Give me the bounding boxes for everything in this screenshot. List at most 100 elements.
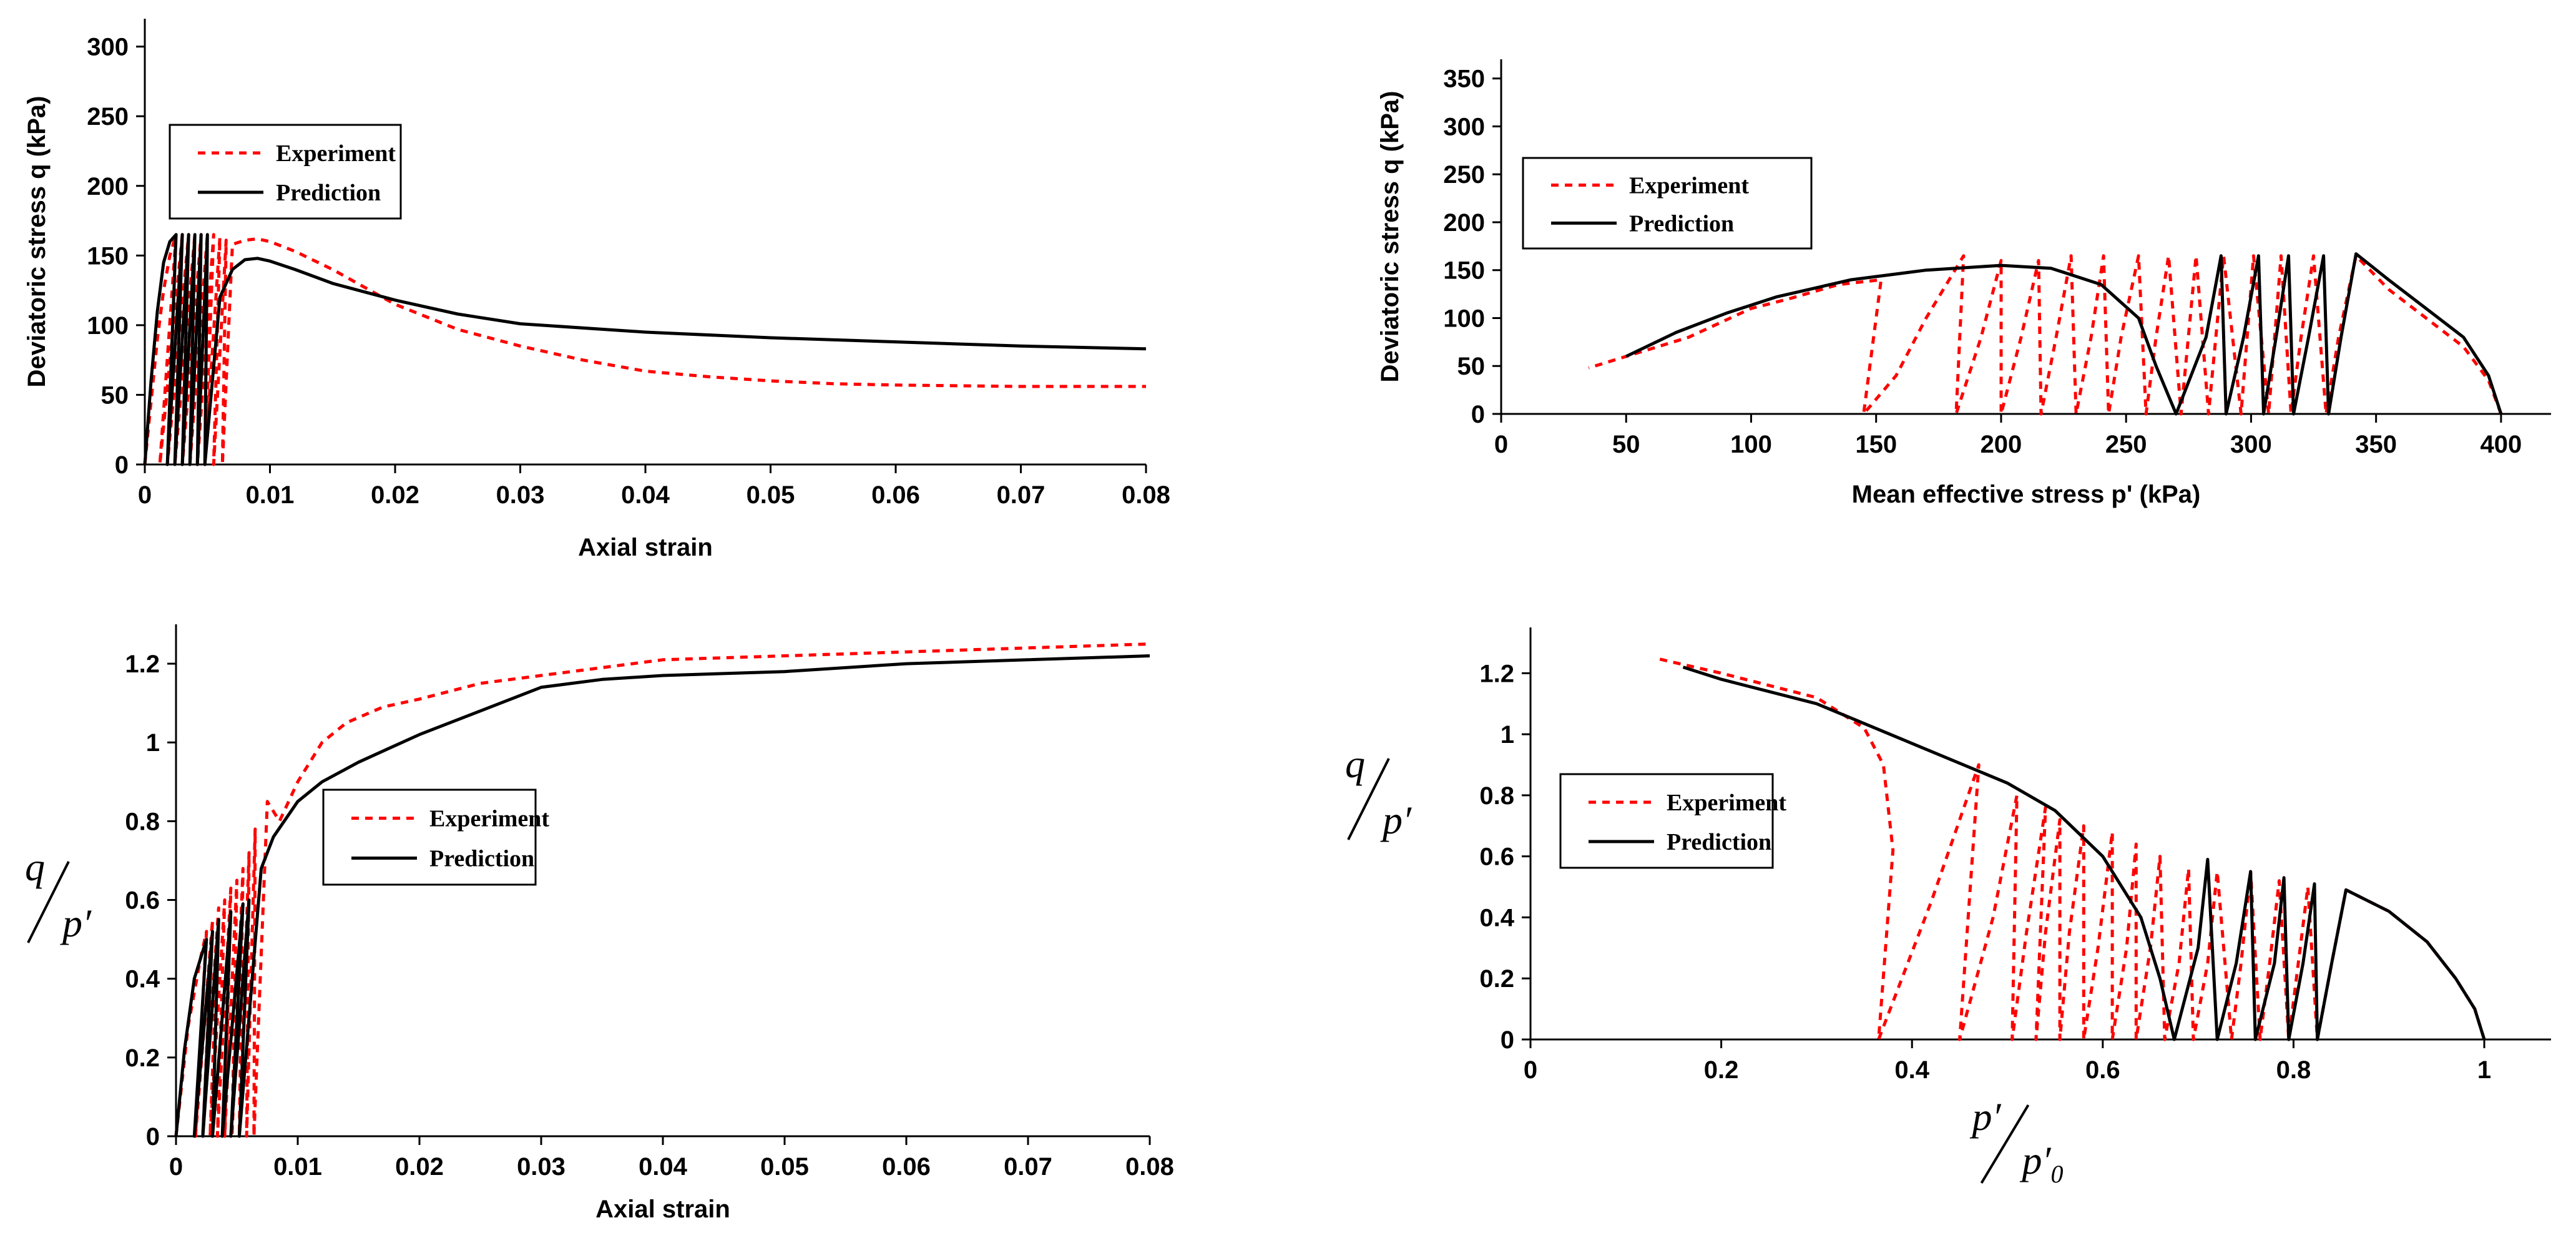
y-label-numerator: q <box>1345 742 1365 786</box>
y-tick-label: 0 <box>1471 401 1485 428</box>
y-tick-label: 150 <box>87 242 129 270</box>
x-tick-label: 250 <box>2105 431 2147 458</box>
legend-label-experiment: Experiment <box>276 140 396 167</box>
y-tick-label: 150 <box>1443 257 1485 285</box>
legend-label-experiment: Experiment <box>1629 173 1749 199</box>
series-prediction <box>174 654 1150 1138</box>
x-tick-label: 0.03 <box>517 1153 566 1181</box>
y-tick-label: 300 <box>1443 113 1485 140</box>
x-tick-label: 200 <box>1981 431 2022 458</box>
y-tick-label: 1.2 <box>125 651 160 678</box>
series-prediction <box>143 233 1147 466</box>
x-tick-label: 350 <box>2355 431 2397 458</box>
y-tick-label: 350 <box>1443 66 1485 93</box>
x-tick-label: 0.01 <box>273 1153 322 1181</box>
series-prediction <box>1682 666 2486 1041</box>
legend: Experiment Prediction <box>1522 157 1813 250</box>
y-tick-label: 1 <box>146 729 160 757</box>
y-tick-label: 100 <box>1443 305 1485 332</box>
x-tick-label: 0.04 <box>639 1153 688 1181</box>
x-tick-label: 0.08 <box>1125 1153 1174 1181</box>
legend-label-experiment: Experiment <box>1667 790 1786 816</box>
y-tick-label: 0.2 <box>125 1044 160 1072</box>
y-tick-label: 0.2 <box>1479 965 1514 993</box>
y-tick-label: 300 <box>87 34 129 61</box>
x-tick-label: 0 <box>138 481 152 509</box>
plot-eta-vs-strain: 0 0.01 0.02 0.03 0.04 0.05 0.06 0.07 0.08 0 0.2 0.4… <box>25 624 1174 1223</box>
x-tick-label: 0 <box>169 1153 183 1181</box>
y-label-slash <box>1347 758 1390 840</box>
y-tick-label: 200 <box>1443 209 1485 237</box>
y-tick-label: 250 <box>87 103 129 130</box>
legend: Experiment Prediction <box>1559 773 1786 869</box>
x-tick-label: 0 <box>1524 1056 1537 1084</box>
legend-label-prediction: Prediction <box>1629 210 1734 237</box>
x-axis-label: Mean effective stress p' (kPa) <box>1852 481 2201 508</box>
x-axis-label: Axial strain <box>595 1196 730 1223</box>
y-label-numerator: q <box>25 845 45 889</box>
y-tick-label: 0.8 <box>125 808 160 835</box>
x-tick-label: 0.08 <box>1122 481 1170 509</box>
x-label-numerator: p′ <box>1970 1094 2002 1139</box>
series-experiment <box>1654 656 2486 1041</box>
y-axis-label: q p′ <box>25 845 92 945</box>
legend-box <box>322 788 537 886</box>
x-tick-label: 0.8 <box>2276 1056 2311 1084</box>
y-tick-label: 200 <box>87 173 129 200</box>
x-tick-label: 150 <box>1855 431 1897 458</box>
y-label-denominator: p′ <box>60 901 92 945</box>
x-label-slash <box>1980 1104 2030 1184</box>
y-tick-label: 1 <box>1501 721 1514 749</box>
legend-label-experiment: Experiment <box>429 806 549 832</box>
y-label-denominator: p′ <box>1380 798 1412 842</box>
y-tick-label: 0.8 <box>1479 782 1514 810</box>
x-tick-label: 0.02 <box>395 1153 444 1181</box>
legend-box <box>1559 773 1774 869</box>
y-tick-label: 0 <box>1501 1026 1514 1054</box>
legend-label-prediction: Prediction <box>1667 829 1771 855</box>
plot-q-vs-strain: 0 0.01 0.02 0.03 0.04 0.05 0.06 0.07 0.08 0 50 100 1… <box>23 19 1170 561</box>
x-tick-label: 100 <box>1730 431 1772 458</box>
y-tick-label: 250 <box>1443 161 1485 189</box>
y-tick-label: 50 <box>101 381 129 409</box>
legend-label-prediction: Prediction <box>276 180 381 206</box>
x-tick-label: 300 <box>2230 431 2272 458</box>
y-tick-label: 0.6 <box>1479 843 1514 871</box>
x-tick-label: 400 <box>2481 431 2522 458</box>
legend: Experiment Prediction <box>169 124 402 220</box>
x-tick-label: 0 <box>1494 431 1508 458</box>
y-tick-label: 100 <box>87 312 129 340</box>
y-tick-label: 0.4 <box>1479 904 1514 931</box>
x-tick-label: 50 <box>1612 431 1640 458</box>
x-tick-label: 0.05 <box>747 481 795 509</box>
plot-q-vs-p: 0 50 100 150 200 250 300 350 400 0 50 100 150 200 250 3… <box>1376 59 2551 508</box>
x-tick-label: 0.06 <box>882 1153 931 1181</box>
plot-eta-vs-pratio: 0 0.2 0.4 0.6 0.8 100.20.40.60.811.2p′p′0qp′ E… <box>1345 627 2551 1188</box>
x-tick-label: 0.2 <box>1704 1056 1739 1084</box>
y-tick-label: 0 <box>146 1123 160 1151</box>
series-experiment <box>1588 254 2503 416</box>
x-tick-label: 0.05 <box>760 1153 809 1181</box>
x-tick-label: 0.07 <box>1004 1153 1052 1181</box>
y-axis-label: Deviatoric stress q (kPa) <box>1376 91 1404 383</box>
x-tick-label: 0.03 <box>496 481 545 509</box>
y-axis-label: q p′ <box>1345 742 1412 842</box>
x-tick-label: 0.06 <box>871 481 920 509</box>
x-tick-label: 1 <box>2477 1056 2491 1084</box>
x-tick-label: 0.02 <box>371 481 419 509</box>
y-tick-label: 1.2 <box>1479 660 1514 687</box>
y-tick-label: 50 <box>1457 353 1486 380</box>
series-experiment <box>143 233 1146 466</box>
legend-box <box>1522 157 1813 250</box>
x-axis-label: Axial strain <box>578 534 713 561</box>
y-tick-label: 0.6 <box>125 887 160 915</box>
legend-label-prediction: Prediction <box>429 845 534 872</box>
y-tick-label: 0.4 <box>125 966 160 993</box>
y-axis-label: Deviatoric stress q (kPa) <box>23 96 51 388</box>
x-tick-label: 0.01 <box>246 481 295 509</box>
x-tick-label: 0.04 <box>621 481 670 509</box>
series-prediction <box>1625 252 2503 416</box>
x-tick-label: 0.6 <box>2085 1056 2120 1084</box>
legend: Experiment Prediction <box>322 788 549 886</box>
